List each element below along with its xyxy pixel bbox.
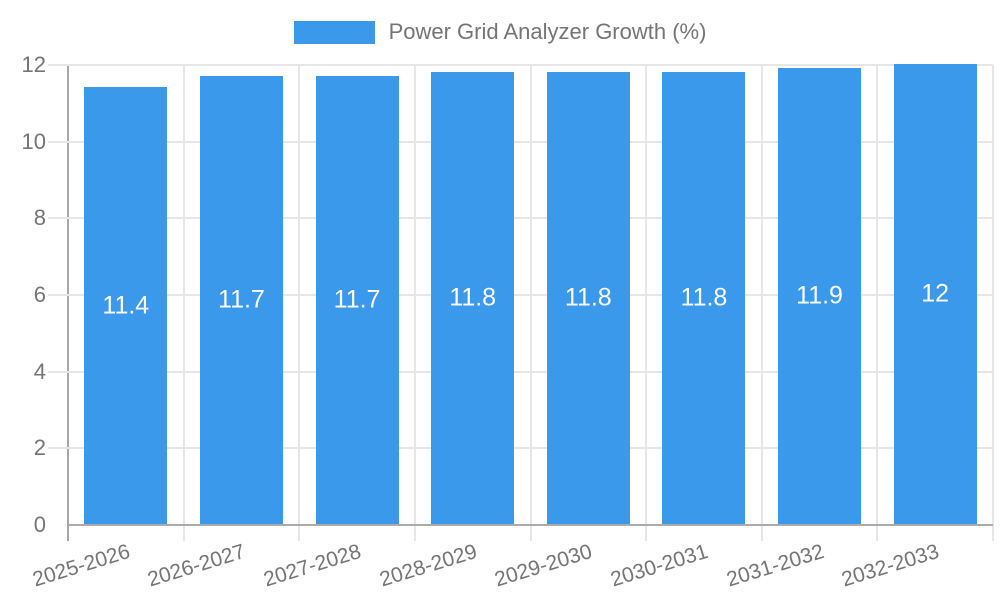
gridline-vertical xyxy=(645,65,648,541)
plot-area: 11.4 11.7 11.7 11.8 11.8 11.8 11.9 12 xyxy=(48,64,994,541)
gridline-vertical xyxy=(760,65,763,541)
bar-value-label: 11.7 xyxy=(333,285,381,314)
bar-value-label: 12 xyxy=(921,279,950,308)
gridline-horizontal xyxy=(48,294,993,296)
chart-legend: Power Grid Analyzer Growth (%) xyxy=(0,16,1000,48)
bar-value-label: 11.7 xyxy=(218,285,265,314)
bar[interactable]: 11.8 xyxy=(431,71,515,524)
bar[interactable]: 11.4 xyxy=(84,87,168,524)
bar-value-label: 11.8 xyxy=(680,283,728,312)
gridline-horizontal xyxy=(48,64,993,66)
bar[interactable]: 11.7 xyxy=(199,75,283,524)
gridline-vertical xyxy=(298,65,301,541)
gridline-horizontal xyxy=(48,140,993,143)
y-axis-tick-label: 10 xyxy=(21,128,46,154)
gridline-horizontal xyxy=(48,447,993,450)
bar[interactable]: 11.7 xyxy=(315,75,399,524)
y-axis-tick-label: 8 xyxy=(33,205,46,231)
gridline-vertical xyxy=(413,65,416,541)
legend-swatch-icon xyxy=(293,20,375,44)
bar[interactable]: 11.8 xyxy=(546,71,630,524)
bar[interactable]: 12 xyxy=(893,64,977,524)
bar[interactable]: 11.8 xyxy=(662,71,746,524)
bar[interactable]: 11.9 xyxy=(778,67,862,524)
x-axis-line xyxy=(68,524,993,526)
bar-value-label: 11.4 xyxy=(102,291,150,319)
bar-value-label: 11.8 xyxy=(449,283,497,312)
y-axis-tick-label: 0 xyxy=(33,512,46,537)
bar-value-label: 11.8 xyxy=(564,283,612,312)
y-axis-tick-label: 4 xyxy=(33,358,46,384)
gridline-vertical xyxy=(992,65,994,541)
y-axis-tick-label: 2 xyxy=(33,435,46,461)
gridline-vertical xyxy=(529,65,532,541)
y-axis-line xyxy=(67,65,69,541)
gridline-horizontal xyxy=(48,370,993,373)
gridline-vertical xyxy=(876,65,879,541)
gridline-vertical xyxy=(182,65,185,541)
y-axis-tick-label: 12 xyxy=(21,52,46,77)
legend-label: Power Grid Analyzer Growth (%) xyxy=(388,19,707,44)
bar-value-label: 11.9 xyxy=(796,281,843,310)
y-axis-tick-label: 6 xyxy=(33,282,46,307)
legend-item[interactable]: Power Grid Analyzer Growth (%) xyxy=(293,19,707,45)
gridline-horizontal xyxy=(48,217,993,220)
